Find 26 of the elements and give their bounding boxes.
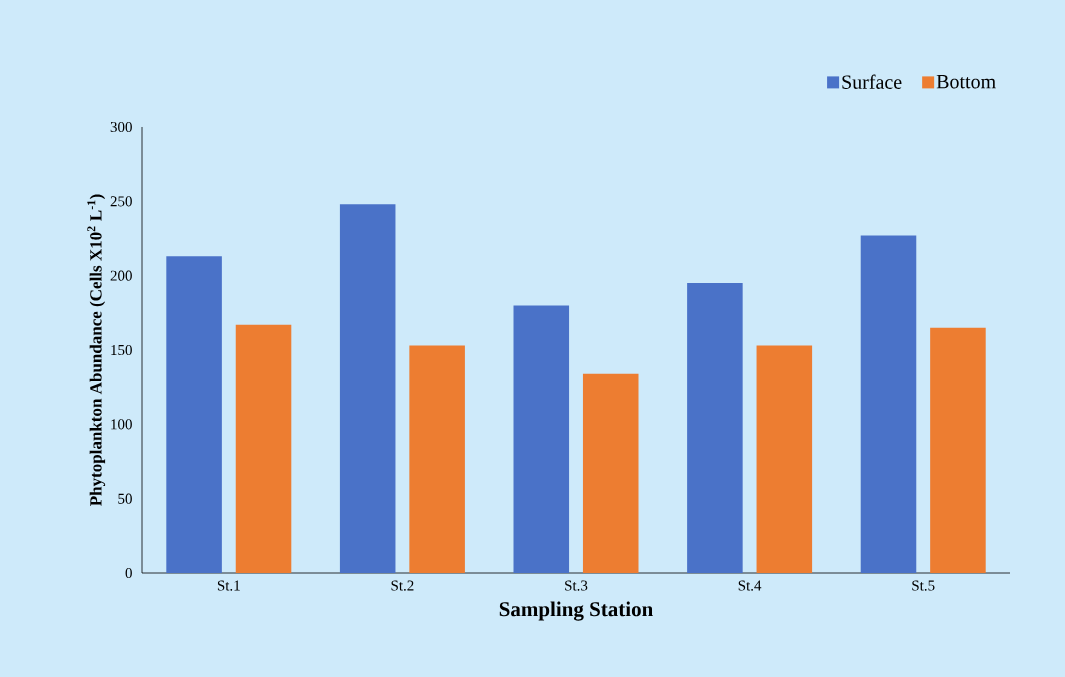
bar: [582, 373, 639, 573]
legend-label: Surface: [842, 74, 902, 89]
bar: [235, 324, 292, 573]
x-tick-label: St.2: [391, 580, 414, 591]
x-tick-label: St.1: [217, 580, 240, 591]
legend-label: Bottom: [936, 75, 996, 89]
bar: [339, 204, 396, 573]
x-tick-label: St.5: [912, 580, 935, 591]
bar: [513, 305, 570, 573]
x-tick-label: St.4: [738, 580, 762, 591]
bar: [409, 345, 465, 573]
bar: [930, 327, 986, 573]
y-axis-title: Phytoplankton Abundance (Cells X10$^{2}$ L$^{-1}$): [87, 194, 106, 506]
x-axis-title: Sampling Station: [499, 601, 653, 621]
y-tick-label: 300: [110, 121, 132, 133]
y-tick-label: 0: [125, 567, 132, 579]
bar: [756, 345, 813, 573]
x-tick-label: St.3: [565, 580, 588, 591]
bar: [860, 235, 917, 573]
bar: [687, 283, 743, 573]
y-tick-label: 250: [110, 196, 132, 207]
y-tick-label: 200: [110, 270, 132, 281]
y-tick-label: 150: [111, 344, 132, 356]
y-tick-label: 50: [118, 493, 132, 504]
bar: [166, 256, 222, 573]
y-tick-label: 100: [111, 419, 132, 430]
